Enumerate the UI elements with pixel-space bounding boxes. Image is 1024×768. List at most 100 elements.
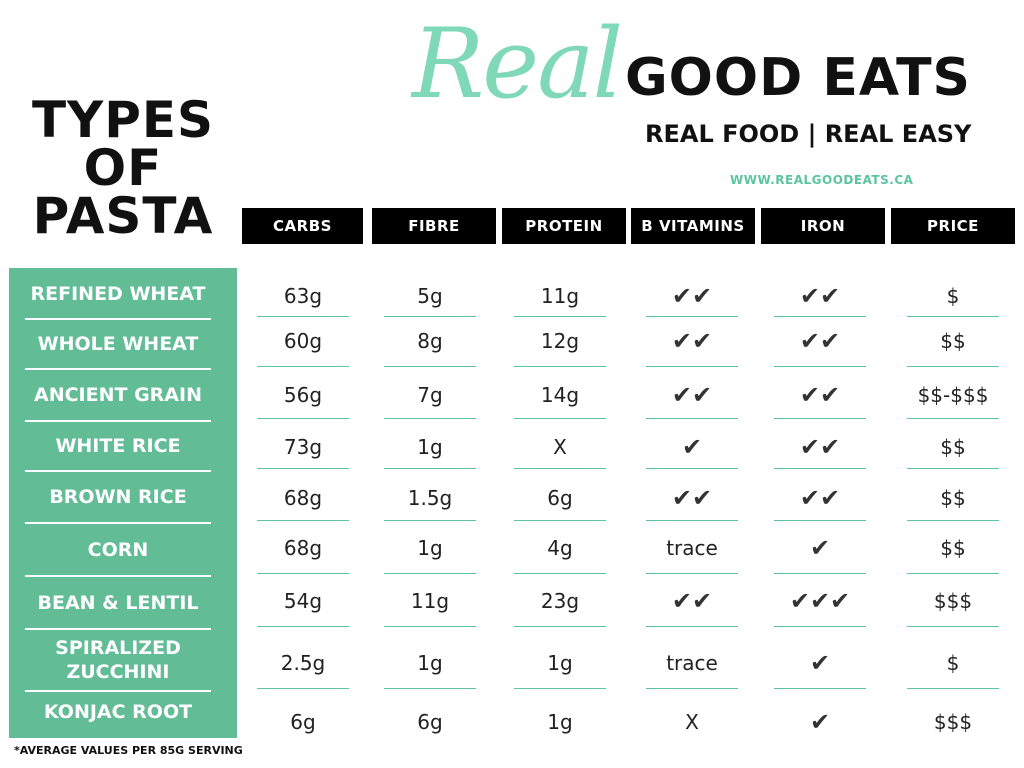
cell-underline — [514, 418, 606, 419]
table-cell: 11g — [410, 589, 450, 613]
table-cell: 56g — [283, 383, 323, 407]
cell-underline — [384, 316, 476, 317]
cell-underline — [384, 573, 476, 574]
table-cell: 54g — [283, 589, 323, 613]
row-divider — [25, 368, 211, 370]
table-cell: 7g — [417, 383, 443, 407]
table-cell: ✔✔ — [671, 484, 713, 512]
cell-underline — [514, 626, 606, 627]
row-label-bean-lentil: BEAN & LENTIL — [37, 592, 199, 614]
table-cell: 23g — [540, 589, 580, 613]
table-cell: ✔✔✔ — [789, 587, 851, 615]
table-cell: trace — [666, 536, 718, 560]
column-header-iron: IRON — [761, 208, 885, 244]
table-cell: 1g — [417, 651, 443, 675]
table-cell: $$$ — [933, 589, 973, 613]
cell-underline — [514, 366, 606, 367]
cell-underline — [646, 520, 738, 521]
cell-underline — [514, 316, 606, 317]
logo-script: Real — [412, 8, 623, 120]
footnote: *AVERAGE VALUES PER 85G SERVING — [14, 744, 243, 757]
table-cell: ✔✔ — [671, 327, 713, 355]
table-cell: ✔✔ — [671, 282, 713, 310]
table-cell: 8g — [417, 329, 443, 353]
table-cell: ✔ — [809, 649, 831, 677]
website-link[interactable]: WWW.REALGOODEATS.CA — [730, 173, 914, 187]
table-cell: 6g — [290, 710, 316, 734]
logo-tagline: REAL FOOD | REAL EASY — [645, 120, 972, 148]
cell-underline — [907, 520, 999, 521]
logo-main: GOOD EATS — [625, 48, 972, 108]
row-divider — [25, 420, 211, 422]
cell-underline — [907, 573, 999, 574]
cell-underline — [646, 468, 738, 469]
cell-underline — [646, 626, 738, 627]
cell-underline — [514, 688, 606, 689]
cell-underline — [514, 468, 606, 469]
table-cell: 73g — [283, 435, 323, 459]
table-cell: $$ — [940, 536, 966, 560]
table-cell: $$$ — [933, 710, 973, 734]
table-cell: $ — [946, 284, 960, 308]
cell-underline — [257, 316, 349, 317]
table-cell: 68g — [283, 486, 323, 510]
table-cell: ✔ — [809, 534, 831, 562]
row-label-sidebar — [9, 268, 237, 738]
cell-underline — [514, 520, 606, 521]
cell-underline — [774, 520, 866, 521]
cell-underline — [646, 573, 738, 574]
cell-underline — [646, 688, 738, 689]
cell-underline — [257, 366, 349, 367]
row-divider — [25, 318, 211, 320]
cell-underline — [384, 520, 476, 521]
cell-underline — [774, 626, 866, 627]
cell-underline — [257, 626, 349, 627]
column-header-fibre: FIBRE — [372, 208, 496, 244]
table-cell: ✔✔ — [799, 484, 841, 512]
cell-underline — [907, 626, 999, 627]
table-cell: ✔✔ — [799, 282, 841, 310]
page-title: TYPES OF PASTA — [18, 95, 228, 245]
row-label-konjac-root: KONJAC ROOT — [43, 701, 193, 723]
row-divider — [25, 628, 211, 630]
table-cell: 60g — [283, 329, 323, 353]
table-cell: $ — [946, 651, 960, 675]
table-cell: ✔✔ — [671, 587, 713, 615]
table-cell: 6g — [417, 710, 443, 734]
row-divider — [25, 470, 211, 472]
table-cell: ✔ — [809, 708, 831, 736]
cell-underline — [774, 418, 866, 419]
row-divider — [25, 690, 211, 692]
cell-underline — [907, 468, 999, 469]
row-label-ancient-grain: ANCIENT GRAIN — [34, 384, 202, 406]
row-label-white-rice: WHITE RICE — [55, 435, 181, 457]
table-cell: 4g — [547, 536, 573, 560]
table-cell: 1g — [417, 536, 443, 560]
row-label-refined-wheat: REFINED WHEAT — [30, 283, 206, 305]
cell-underline — [257, 418, 349, 419]
table-cell: $$ — [940, 329, 966, 353]
table-cell: 63g — [283, 284, 323, 308]
table-cell: 12g — [540, 329, 580, 353]
table-cell: 11g — [540, 284, 580, 308]
column-header-b-vitamins: B VITAMINS — [631, 208, 755, 244]
row-divider — [25, 575, 211, 577]
row-divider — [25, 522, 211, 524]
table-cell: 14g — [540, 383, 580, 407]
cell-underline — [774, 573, 866, 574]
table-cell: 1.5g — [407, 486, 453, 510]
table-cell: 1g — [417, 435, 443, 459]
cell-underline — [384, 366, 476, 367]
table-cell: 68g — [283, 536, 323, 560]
table-cell: $$ — [940, 486, 966, 510]
column-header-protein: PROTEIN — [502, 208, 626, 244]
cell-underline — [384, 468, 476, 469]
title-line-2: OF — [83, 139, 163, 197]
cell-underline — [907, 366, 999, 367]
table-cell: $$ — [940, 435, 966, 459]
cell-underline — [774, 316, 866, 317]
cell-underline — [257, 468, 349, 469]
table-cell: ✔✔ — [671, 381, 713, 409]
title-line-3: PASTA — [32, 187, 214, 245]
row-label-spiralized-zucchini: SPIRALIZED ZUCCHINI — [55, 637, 181, 683]
